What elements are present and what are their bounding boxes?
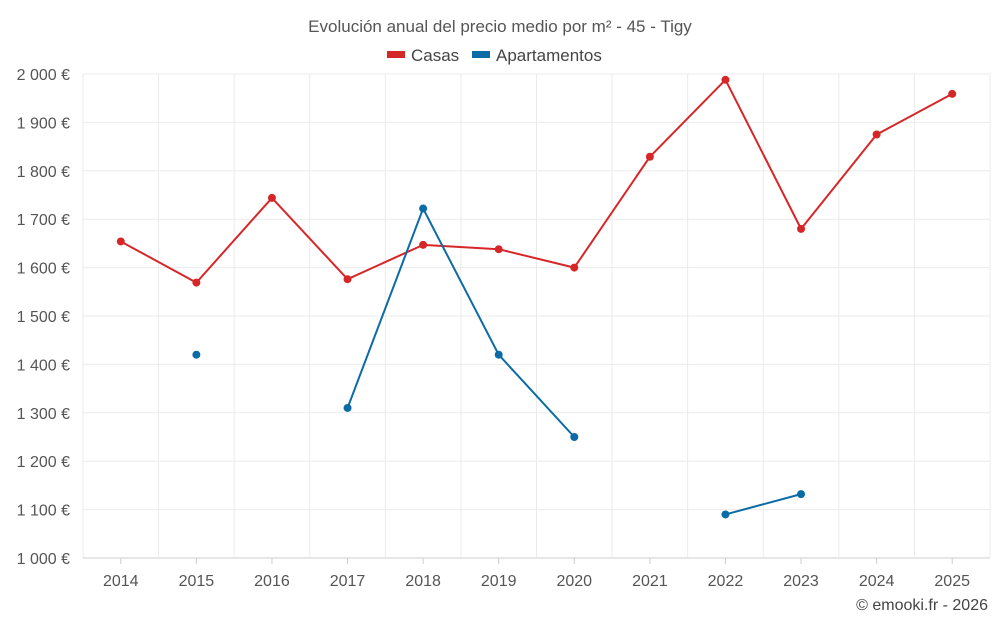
series-line-apartamentos xyxy=(346,207,576,438)
y-tick-label: 1 800 € xyxy=(17,164,70,181)
data-point-casas xyxy=(570,263,579,272)
y-tick-label: 1 100 € xyxy=(17,503,70,520)
data-point-casas xyxy=(797,224,806,233)
y-tick-label: 1 600 € xyxy=(17,261,70,278)
data-point-casas xyxy=(872,130,881,139)
data-point-apartamentos xyxy=(494,350,503,359)
data-point-apartamentos xyxy=(419,204,428,213)
data-point-apartamentos xyxy=(570,433,579,441)
legend-label-apartamentos: Apartamentos xyxy=(496,46,602,65)
data-point-casas xyxy=(116,237,125,246)
y-tick-label: 1 300 € xyxy=(17,406,70,423)
y-tick-label: 1 000 € xyxy=(17,551,70,568)
grid xyxy=(82,73,991,559)
data-point-apartamentos xyxy=(343,403,352,412)
legend-label-casas: Casas xyxy=(411,46,459,65)
axes: 1 000 € 1 100 € 1 200 € 1 300 € 1 400 € 1 500… xyxy=(17,67,970,590)
data-point-casas xyxy=(721,75,730,84)
x-tick-label: 2021 xyxy=(632,573,668,590)
series-line-apartamentos xyxy=(725,493,802,516)
x-tick-label: 2017 xyxy=(330,573,366,590)
chart-title: Evolución anual del precio medio por m² … xyxy=(308,17,692,36)
legend-swatch-apartamentos xyxy=(472,51,490,58)
y-tick-label: 1 400 € xyxy=(17,357,70,374)
x-tick-label: 2019 xyxy=(481,573,517,590)
data-point-casas xyxy=(948,89,957,98)
data-point-apartamentos xyxy=(192,350,201,359)
x-tick-label: 2020 xyxy=(556,573,592,590)
x-tick-label: 2023 xyxy=(783,573,819,590)
legend-item-apartamentos[interactable]: Apartamentos xyxy=(472,46,602,65)
y-tick-label: 2 000 € xyxy=(17,67,70,84)
x-tick-label: 2024 xyxy=(859,573,895,590)
x-tick-label: 2025 xyxy=(934,573,970,590)
data-point-apartamentos xyxy=(797,490,806,499)
data-point-apartamentos xyxy=(721,510,730,519)
x-tick-label: 2014 xyxy=(103,573,139,590)
series-line-casas xyxy=(120,78,953,284)
y-tick-label: 1 200 € xyxy=(17,454,70,471)
x-tick-label: 2016 xyxy=(254,573,290,590)
y-tick-label: 1 900 € xyxy=(17,115,70,132)
y-tick-label: 1 500 € xyxy=(17,309,70,326)
credit-text: © emooki.fr - 2026 xyxy=(856,597,988,614)
y-tick-label: 1 700 € xyxy=(17,212,70,229)
data-point-casas xyxy=(419,240,428,249)
legend-item-casas[interactable]: Casas xyxy=(387,46,459,65)
series xyxy=(116,75,957,519)
data-point-casas xyxy=(343,275,352,284)
x-tick-label: 2022 xyxy=(708,573,744,590)
legend: Casas Apartamentos xyxy=(387,46,602,65)
x-tick-label: 2015 xyxy=(179,573,215,590)
data-point-casas xyxy=(645,152,654,161)
data-point-casas xyxy=(267,193,276,202)
legend-swatch-casas xyxy=(387,51,405,58)
x-tick-label: 2018 xyxy=(405,573,441,590)
data-point-casas xyxy=(494,245,503,254)
data-point-casas xyxy=(192,278,201,287)
